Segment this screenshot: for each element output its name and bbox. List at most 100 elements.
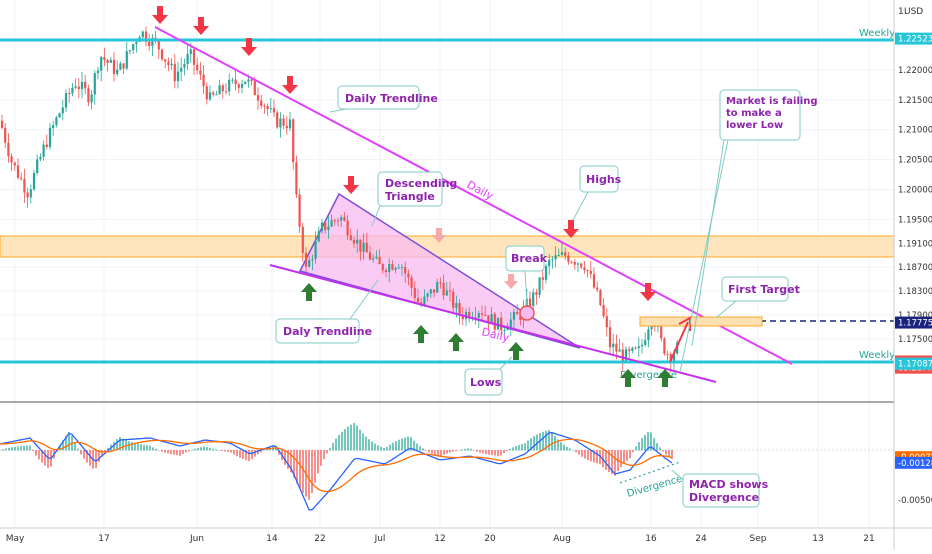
candle-body	[151, 37, 154, 47]
candle-body	[612, 343, 615, 348]
macd-histogram-bar	[599, 450, 601, 465]
price-badge-weekly: 1.17087	[895, 357, 932, 370]
callout-first-target[interactable]: First Target	[721, 276, 800, 302]
candle-body	[445, 290, 448, 296]
candle-body	[234, 79, 237, 85]
arrow-down-faded-icon	[504, 274, 518, 289]
break-circle	[519, 305, 535, 321]
candle-body	[586, 270, 589, 272]
macd-histogram-bar	[542, 431, 544, 451]
macd-histogram-bar	[434, 450, 436, 455]
macd-histogram-bar	[368, 439, 370, 451]
candle-body	[640, 344, 644, 347]
candle-body	[336, 220, 340, 222]
macd-histogram-bar	[89, 450, 91, 466]
candle-body	[135, 41, 138, 45]
candle-body	[148, 41, 151, 47]
callout-descending-triangle[interactable]: Descending Triangle	[377, 171, 461, 207]
macd-histogram-bar	[338, 434, 340, 451]
candle-body	[279, 118, 282, 128]
price-tick-label: 1.19100	[898, 239, 932, 249]
macd-histogram-bar	[638, 442, 640, 451]
callout-daly-trendline[interactable]: Daly Trendline	[275, 318, 372, 344]
macd-histogram-bar	[23, 445, 25, 451]
macd-histogram-bar	[389, 444, 391, 451]
macd-histogram-bar	[521, 444, 523, 451]
arrow-down-icon	[282, 76, 298, 94]
macd-histogram-bar	[401, 438, 403, 451]
time-axis[interactable]: May 17 Jun 14 22 Jul 12 20 Aug 16 24 Sep 13 21	[6, 534, 875, 544]
candle-body	[349, 235, 352, 240]
candle-body	[557, 254, 560, 256]
callout-highs[interactable]: Highs	[579, 165, 622, 193]
candle-body	[119, 63, 122, 70]
candle-body	[164, 59, 167, 62]
macd-histogram-bar	[590, 450, 592, 462]
candle-body	[442, 282, 445, 296]
macd-histogram-bar	[518, 444, 520, 451]
candle-body	[548, 259, 551, 267]
macd-histogram-bar	[98, 450, 100, 463]
macd-histogram-bar	[284, 450, 286, 465]
candle-body	[269, 108, 272, 110]
callout-lows[interactable]: Lows	[464, 368, 503, 396]
candle-body	[240, 83, 244, 88]
macd-histogram-bar	[329, 447, 331, 451]
candle-body	[461, 315, 464, 320]
candle-body	[68, 92, 71, 94]
candle-body	[455, 303, 458, 308]
candle-body	[330, 220, 333, 227]
callout-break[interactable]: Break	[505, 245, 548, 272]
macd-histogram-bar	[206, 447, 208, 451]
macd-histogram-bar	[107, 447, 109, 451]
candle-body	[570, 262, 573, 264]
macd-histogram-bar	[605, 450, 607, 470]
candle-body	[125, 51, 128, 69]
macd-axis[interactable]: -0.00056-0.00072-0.00128-0.00500	[895, 449, 932, 506]
macd-histogram-bar	[443, 450, 445, 455]
macd-histogram-bar	[104, 450, 106, 453]
candle-body	[84, 81, 87, 89]
time-tick-label: 22	[314, 534, 325, 544]
macd-histogram-bar	[536, 434, 538, 451]
candle-body	[528, 298, 532, 306]
candle-body	[218, 85, 221, 95]
time-tick-label: Aug	[553, 534, 571, 544]
callout-daily-trendline[interactable]: Daily Trendline	[337, 85, 438, 110]
macd-histogram-bar	[143, 444, 145, 451]
candle-body	[20, 177, 23, 179]
price-badge-target: 1.17775	[895, 316, 932, 329]
candle-body	[506, 328, 509, 331]
candle-body	[532, 292, 535, 306]
callout-macd-divergence[interactable]: MACD shows Divergence	[682, 473, 772, 508]
callout-market-failing[interactable]: Market is failing to make a lower Low	[719, 89, 821, 141]
callout-market-line2: to make a	[726, 108, 782, 119]
candle-body	[432, 289, 436, 293]
daily-trendline-bottom[interactable]	[269, 264, 717, 383]
macd-histogram-bar	[239, 450, 241, 458]
macd-histogram-bar	[245, 450, 247, 461]
candle-body	[621, 349, 624, 362]
candle-body	[112, 59, 116, 75]
daily-trendline-top[interactable]	[154, 26, 793, 365]
macd-histogram-bar	[569, 448, 571, 451]
arrow-down-icon	[640, 283, 656, 301]
candle-body	[413, 287, 416, 299]
macd-histogram-bar	[266, 448, 268, 451]
price-axis[interactable]: 1.225001.220001.215001.210001.205001.200…	[895, 32, 932, 374]
macd-histogram-bar	[383, 448, 385, 451]
macd-histogram-bar	[212, 448, 214, 451]
macd-histogram-bar	[371, 441, 373, 451]
candle-body	[631, 347, 634, 351]
candle-body	[468, 311, 471, 319]
macd-histogram-bar	[14, 446, 16, 451]
macd-badge-macd: -0.00128	[895, 456, 932, 469]
macd-histogram-bar	[635, 446, 637, 451]
macd-histogram-bar	[122, 438, 124, 451]
candle-body	[55, 117, 58, 126]
macd-histogram-bar	[461, 449, 463, 451]
candle-body	[666, 353, 669, 355]
macd-histogram-bar	[44, 450, 46, 466]
price-tick-label: 1.18700	[898, 263, 932, 273]
